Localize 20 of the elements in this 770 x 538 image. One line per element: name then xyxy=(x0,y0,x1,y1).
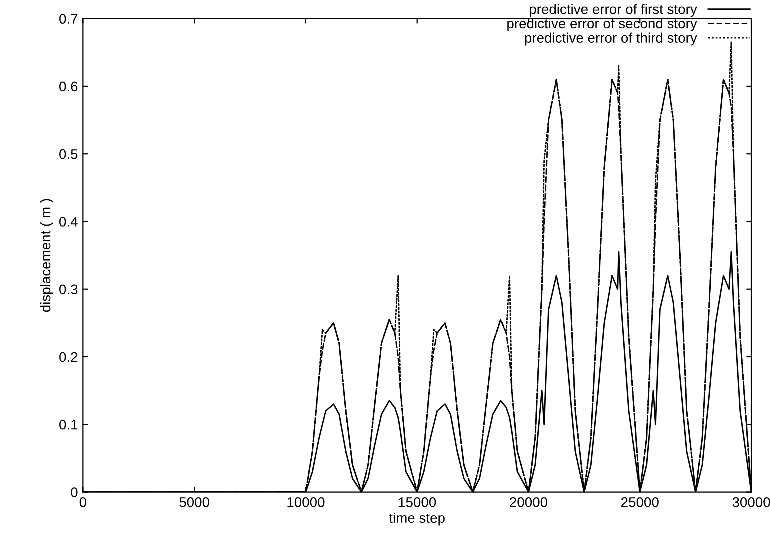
legend-label: predictive error of third story xyxy=(525,32,698,46)
legend-label: predictive error of first story xyxy=(530,4,698,18)
y-axis-title: displacement ( m ) xyxy=(40,199,54,312)
x-tick-label: 30000 xyxy=(732,498,770,508)
y-tick-label: 0.6 xyxy=(60,82,78,92)
x-tick-label: 5000 xyxy=(180,498,210,508)
x-tick-label: 20000 xyxy=(510,498,548,508)
y-tick-label: 0 xyxy=(71,488,78,498)
legend-label: predictive error of second story xyxy=(508,18,698,32)
x-tick-label: 25000 xyxy=(622,498,659,508)
y-tick-label: 0.3 xyxy=(60,284,78,295)
y-tick-label: 0.5 xyxy=(60,149,78,160)
x-tick-label: 0 xyxy=(80,498,86,508)
x-tick-label: 15000 xyxy=(399,498,436,508)
y-tick-label: 0.4 xyxy=(60,217,78,227)
x-axis-title: time step xyxy=(389,512,445,526)
y-tick-label: 0.2 xyxy=(60,352,78,362)
y-tick-label: 0.7 xyxy=(60,14,78,24)
y-tick-label: 0.1 xyxy=(60,420,78,430)
x-tick-label: 10000 xyxy=(288,498,325,508)
